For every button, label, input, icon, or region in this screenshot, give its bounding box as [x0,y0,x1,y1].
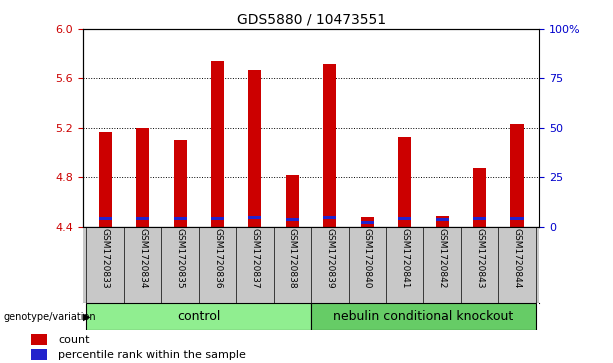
Bar [436,217,449,221]
Bar [436,216,449,227]
Text: nebulin conditional knockout: nebulin conditional knockout [333,310,514,323]
Bar [211,217,224,220]
Bar [99,132,112,227]
Bar [136,128,149,227]
Bar [31,334,47,345]
Bar [511,124,524,227]
Text: ▶: ▶ [83,312,91,322]
Title: GDS5880 / 10473551: GDS5880 / 10473551 [237,12,386,26]
Bar [99,217,112,220]
Bar [511,217,524,220]
Text: GSM1720840: GSM1720840 [363,228,371,289]
Bar [248,216,262,219]
Text: percentile rank within the sample: percentile rank within the sample [58,350,246,360]
Text: count: count [58,335,89,345]
Text: GSM1720838: GSM1720838 [288,228,297,289]
Bar [136,217,149,220]
Text: GSM1720837: GSM1720837 [251,228,259,289]
Text: GSM1720842: GSM1720842 [438,228,447,289]
Bar [211,61,224,227]
Text: GSM1720843: GSM1720843 [475,228,484,289]
Bar [248,70,262,227]
Bar [286,175,299,227]
Bar [323,64,337,227]
Bar [311,303,536,330]
Text: GSM1720844: GSM1720844 [512,228,522,289]
Bar [31,348,47,360]
Bar [173,140,186,227]
Text: GSM1720834: GSM1720834 [138,228,147,289]
Bar [286,217,299,221]
Text: control: control [177,310,221,323]
Bar [473,168,486,227]
Text: genotype/variation: genotype/variation [3,312,96,322]
Text: GSM1720833: GSM1720833 [101,228,110,289]
Text: GSM1720839: GSM1720839 [326,228,334,289]
Bar [173,217,186,220]
Bar [86,303,311,330]
Bar [473,217,486,220]
Bar [360,221,374,224]
Text: GSM1720841: GSM1720841 [400,228,409,289]
Bar [398,217,411,220]
Bar [360,217,374,227]
Bar [398,136,411,227]
Bar [323,216,337,219]
Text: GSM1720836: GSM1720836 [213,228,222,289]
Text: GSM1720835: GSM1720835 [175,228,185,289]
